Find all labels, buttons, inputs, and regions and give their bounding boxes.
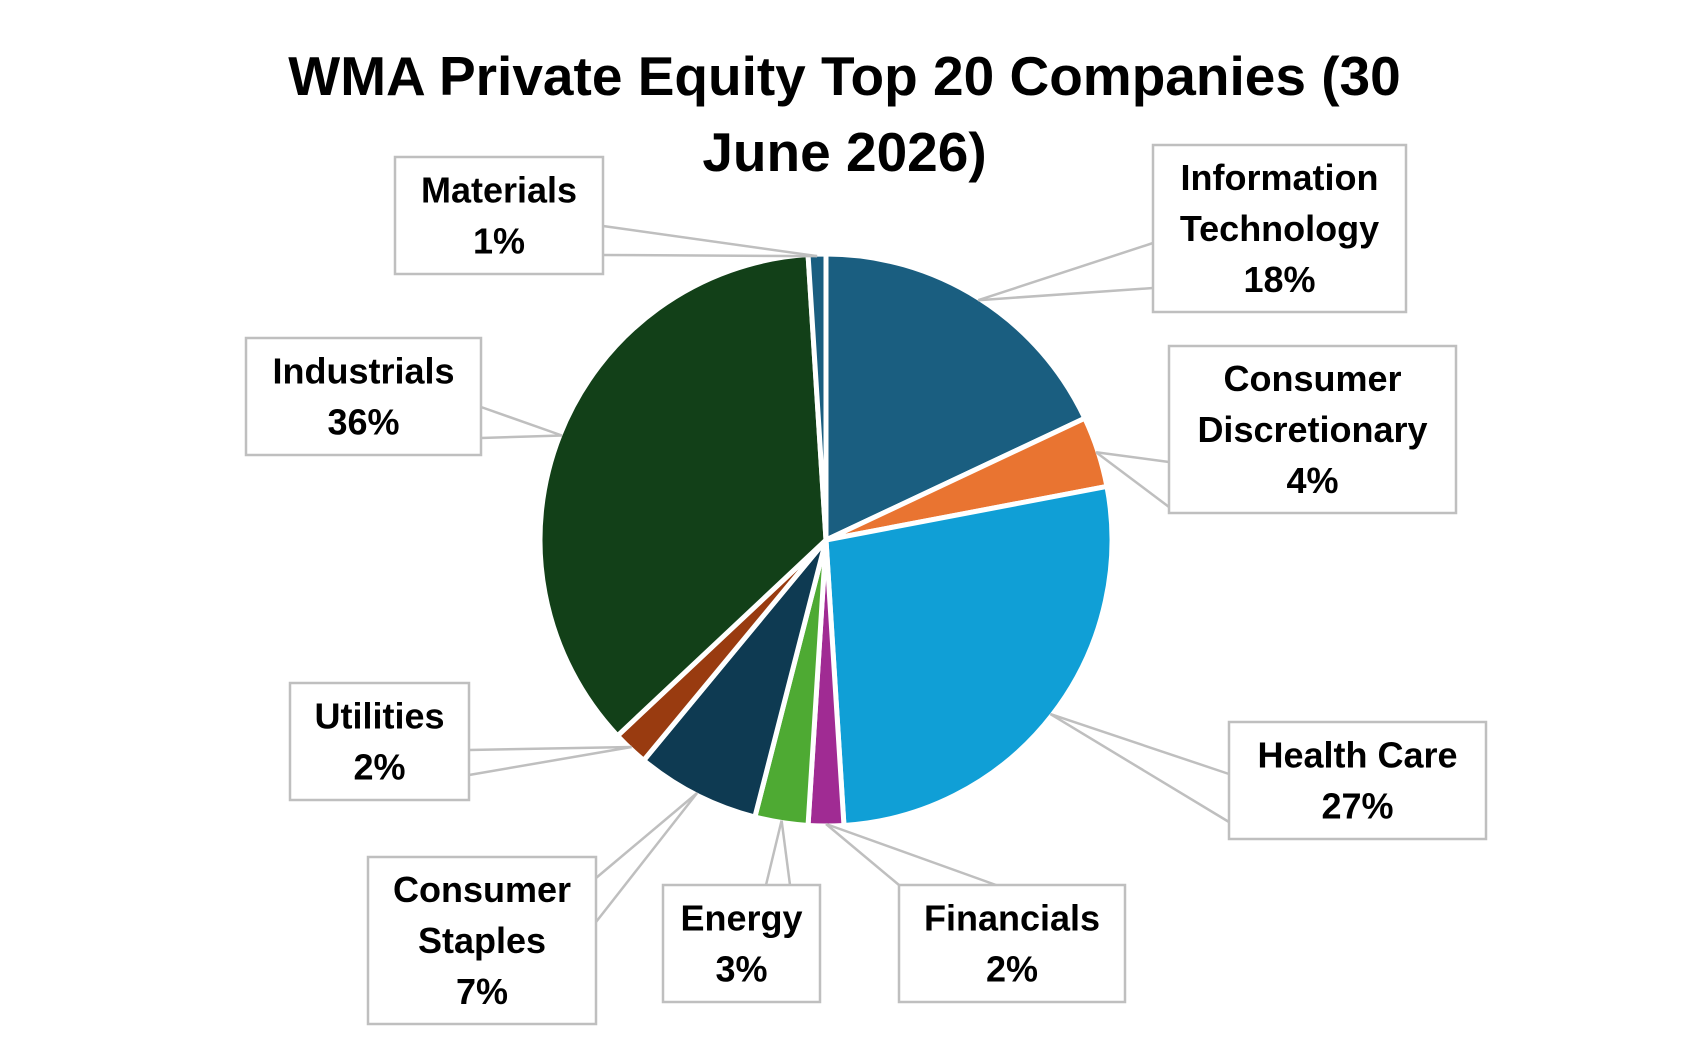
data-label-category: Discretionary: [1197, 409, 1427, 450]
data-label-category: Staples: [418, 920, 546, 961]
data-label-health-care: Health Care 27%: [1227, 720, 1488, 841]
leader-line-energy-2: [764, 820, 783, 886]
data-label-box: [244, 336, 483, 457]
data-label-category: Energy: [680, 898, 802, 939]
data-label-value: 18%: [1243, 259, 1315, 300]
data-label-category: Industrials: [272, 351, 454, 392]
leader-line-health-care-1: [1050, 712, 1230, 776]
data-label-category: Materials: [421, 170, 577, 211]
data-label-box: [661, 883, 822, 1004]
data-label-information-technology: Information Technology 18%: [1151, 143, 1408, 314]
data-label-box: [366, 855, 598, 1026]
data-label-box: [897, 883, 1127, 1004]
leader-line-information-technology-2: [978, 286, 1154, 302]
data-label-financials: Financials 2%: [897, 883, 1127, 1004]
leader-line-health-care-2: [1049, 713, 1230, 824]
leader-line-industrials-1: [480, 405, 563, 437]
leader-line-materials-1: [602, 224, 818, 258]
data-label-box: [393, 155, 605, 276]
chart-title-line-2: June 2026): [702, 121, 987, 183]
data-label-energy: Energy 3%: [661, 883, 822, 1004]
leader-line-utilities-2: [468, 745, 632, 777]
pie-slice-health-care: [823, 483, 1115, 828]
data-label-consumer-discretionary: Consumer Discretionary 4%: [1167, 344, 1458, 515]
data-label-value: 4%: [1286, 460, 1338, 501]
leader-line-information-technology-1: [977, 241, 1154, 302]
data-label-industrials: Industrials 36%: [244, 336, 483, 457]
data-label-materials: Materials 1%: [393, 155, 605, 276]
leader-line-utilities-1: [468, 745, 632, 752]
data-label-category: Information: [1181, 157, 1379, 198]
leader-line-consumer-discretionary-1: [1095, 450, 1170, 464]
data-label-value: 36%: [327, 402, 399, 443]
data-label-box: [288, 681, 471, 802]
leader-line-energy-1: [780, 820, 792, 886]
leader-lines: [468, 224, 1230, 923]
leader-line-industrials-2: [480, 434, 562, 440]
leader-line-consumer-discretionary-2: [1095, 451, 1170, 508]
data-label-value: 3%: [715, 949, 767, 990]
data-label-value: 2%: [986, 949, 1038, 990]
data-label-category: Utilities: [314, 696, 444, 737]
chart-title-line-1: WMA Private Equity Top 20 Companies (30: [288, 45, 1401, 107]
leader-line-financials-2: [825, 823, 900, 886]
data-label-box: [1167, 344, 1458, 515]
leader-line-consumer-staples-1: [595, 792, 698, 879]
data-label-box: [1227, 720, 1488, 841]
data-label-category: Technology: [1180, 208, 1379, 249]
data-label-box: [1151, 143, 1408, 314]
leader-line-financials-1: [825, 822, 997, 887]
leader-line-consumer-staples-2: [595, 792, 699, 923]
data-labels: Information Technology 18% Consumer Discreti…: [244, 143, 1488, 1026]
data-label-consumer-staples: Consumer Staples 7%: [366, 855, 598, 1026]
data-label-category: Consumer: [1223, 358, 1401, 399]
data-label-category: Consumer: [393, 869, 571, 910]
data-label-category: Financials: [924, 898, 1100, 939]
data-label-category: Health Care: [1257, 735, 1457, 776]
data-label-value: 1%: [473, 221, 525, 262]
data-label-value: 27%: [1321, 786, 1393, 827]
data-label-utilities: Utilities 2%: [288, 681, 471, 802]
leader-line-materials-2: [602, 253, 818, 258]
pie-slices: [537, 251, 1115, 829]
data-label-value: 7%: [456, 971, 508, 1012]
chart-title: WMA Private Equity Top 20 Companies (30 …: [120, 38, 1569, 190]
data-label-value: 2%: [353, 747, 405, 788]
